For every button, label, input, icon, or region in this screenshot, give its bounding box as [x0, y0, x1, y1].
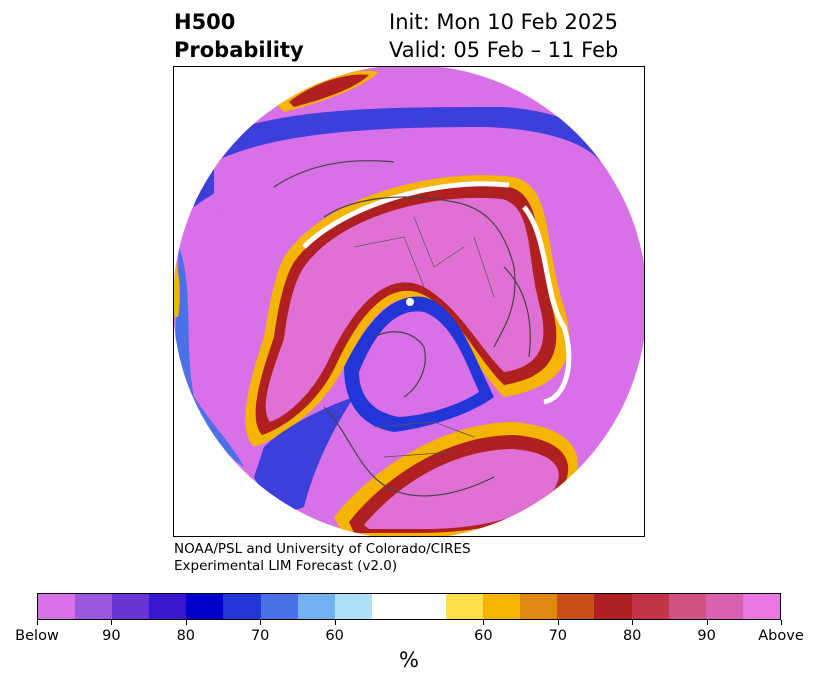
colorbar-segment [557, 594, 595, 619]
ridge-top-red [289, 74, 369, 107]
north-pole-marker [406, 298, 414, 306]
ridge-us-core [364, 449, 559, 529]
ridge-west-edge [174, 257, 180, 317]
credit-line-1: NOAA/PSL and University of Colorado/CIRE… [174, 541, 471, 557]
credit-text: NOAA/PSL and University of Colorado/CIRE… [174, 541, 471, 575]
colorbar-tick-label: 60 [325, 628, 344, 644]
colorbar-segment [297, 594, 335, 619]
neutral-ring-east [522, 205, 572, 405]
credit-line-2: Experimental LIM Forecast (v2.0) [174, 558, 398, 574]
colorbar-segment [483, 594, 521, 619]
colorbar-tick-label: Above [758, 628, 804, 644]
colorbar-segment [520, 594, 558, 619]
colorbar-segment [371, 594, 409, 619]
init-date: Init: Mon 10 Feb 2025 [389, 10, 618, 34]
colorbar [37, 593, 781, 620]
colorbar-tick-mark [483, 620, 485, 625]
colorbar-segment [149, 594, 187, 619]
colorbar-tick-label: 90 [697, 628, 716, 644]
upper-inner [214, 127, 604, 217]
colorbar-tick-label: 80 [176, 628, 196, 644]
title-quantity: Probability [174, 38, 304, 62]
trough-west-blue [254, 397, 354, 510]
neutral-ring-north [302, 181, 510, 249]
colorbar-segment [260, 594, 298, 619]
colorbar-tick-label: 70 [250, 628, 270, 644]
colorbar-segment [594, 594, 632, 619]
colorbar-segment [408, 594, 447, 619]
colorbar-segment [334, 594, 372, 619]
colorbar-segment [668, 594, 706, 619]
colorbar-segment [223, 594, 261, 619]
colorbar-tick-mark [632, 620, 634, 625]
colorbar-segment [38, 594, 76, 619]
colorbar-tick-label: 90 [102, 628, 121, 644]
title-variable: H500 [174, 10, 236, 34]
colorbar-tick-label: 70 [548, 628, 568, 644]
colorbar-segment [186, 594, 224, 619]
ridge-central-core [265, 197, 544, 422]
colorbar-tick-mark [185, 620, 187, 625]
colorbar-tick-mark [781, 620, 782, 625]
colorbar-tick-mark [334, 620, 336, 625]
colorbar-segment [75, 594, 113, 619]
colorbar-tick-mark [557, 620, 559, 625]
forecast-dates: Init: Mon 10 Feb 2025 Valid: 05 Feb – 11… [389, 8, 618, 64]
probability-field [174, 67, 644, 536]
colorbar-tick-label: 80 [622, 628, 642, 644]
colorbar-segment [742, 594, 780, 619]
colorbar-tick-mark [260, 620, 262, 625]
colorbar-unit: % [399, 648, 419, 672]
coastlines [273, 160, 531, 497]
colorbar-segment [631, 594, 669, 619]
colorbar-segment [446, 594, 484, 619]
colorbar-segment [112, 594, 150, 619]
trough-pacific-blue [174, 247, 244, 467]
trough-canada-core [359, 311, 479, 417]
map-title: H500 Probability [174, 8, 304, 64]
colorbar-tick-mark [37, 620, 38, 625]
colorbar-tick-label: 60 [474, 628, 493, 644]
polar-map-panel [173, 66, 645, 537]
probability-map [174, 67, 644, 536]
valid-range: Valid: 05 Feb – 11 Feb [389, 38, 619, 62]
colorbar-tick-mark [706, 620, 708, 625]
colorbar-segment [705, 594, 743, 619]
borders [353, 216, 495, 458]
colorbar-tick-mark [111, 620, 113, 625]
colorbar-tick-label: Below [15, 628, 59, 644]
